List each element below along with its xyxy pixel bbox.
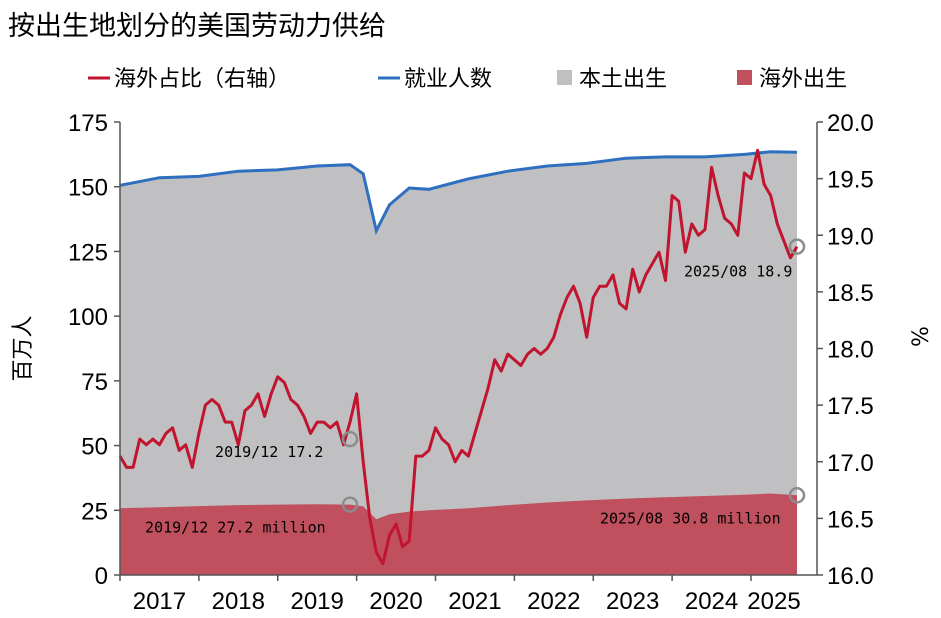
legend: 海外占比（右轴） 就业人数 本土出生 海外出生: [88, 67, 847, 92]
annotation-marker: [341, 430, 359, 448]
left-tick-label: 150: [68, 175, 108, 202]
left-axis-title: 百万人: [11, 315, 36, 381]
plot-area: [118, 148, 799, 576]
employment-line: [119, 150, 798, 236]
x-tick-label: 2020: [369, 588, 422, 615]
foreign-share-line: [118, 148, 799, 566]
left-tick-label: 25: [81, 498, 108, 525]
native-born-area: [120, 151, 797, 576]
annotation-marker: [341, 496, 359, 513]
x-tick-label: 2021: [448, 588, 501, 615]
x-tick-label: 2023: [606, 588, 659, 615]
right-tick-label: 17.0: [827, 450, 874, 477]
legend-item: 本土出生: [557, 67, 667, 92]
x-tick-label: 2019: [290, 588, 343, 615]
legend-area-swatch: [737, 70, 752, 85]
annotation-label: 2019/12 27.2 million: [145, 519, 326, 537]
left-tick-label: 75: [81, 369, 108, 396]
right-tick-label: 18.5: [827, 280, 874, 307]
x-tick-label: 2017: [133, 588, 186, 615]
annotation-label: 2019/12 17.2: [215, 443, 323, 461]
legend-item: 海外出生: [737, 67, 847, 92]
right-tick-label: 17.5: [827, 393, 874, 420]
left-tick-label: 100: [68, 304, 108, 331]
axes: 0 25 50 75 100 125 150 175 16.0 16.5 17.0 17.5 18.0 1…: [11, 110, 934, 615]
left-tick-label: 0: [95, 563, 108, 590]
foreign-born-area: [120, 493, 797, 575]
x-tick-label: 2018: [212, 588, 265, 615]
left-tick-label: 175: [68, 110, 108, 137]
x-tick-label: 2022: [527, 588, 580, 615]
left-tick-label: 125: [68, 239, 108, 266]
legend-item: 海外占比（右轴）: [88, 67, 290, 92]
right-tick-label: 19.0: [827, 223, 874, 250]
legend-label: 海外出生: [759, 67, 847, 92]
chart-title: 按出生地划分的美国劳动力供给: [8, 11, 386, 42]
right-axis-title: %: [909, 326, 934, 347]
annotation-marker: [788, 487, 806, 504]
annotation-label: 2025/08 18.9: [684, 263, 792, 281]
annotation-label: 2025/08 30.8 million: [600, 509, 781, 527]
left-tick-label: 50: [81, 434, 108, 461]
right-tick-label: 16.0: [827, 563, 874, 590]
right-tick-label: 18.0: [827, 337, 874, 364]
legend-label: 就业人数: [404, 67, 492, 92]
x-tick-label: 2024: [685, 588, 738, 615]
legend-label: 海外占比（右轴）: [114, 67, 290, 92]
legend-area-swatch: [557, 70, 572, 85]
annotation-marker: [788, 238, 806, 255]
x-tick-label: 2025: [747, 588, 800, 615]
right-tick-label: 19.5: [827, 167, 874, 194]
right-tick-label: 20.0: [827, 110, 874, 137]
annotations: 2019/12 17.2 2025/08 18.9 2019/12 27.2 mil…: [145, 238, 806, 537]
legend-item: 就业人数: [378, 67, 492, 92]
right-tick-label: 16.5: [827, 506, 874, 533]
legend-label: 本土出生: [579, 67, 667, 92]
